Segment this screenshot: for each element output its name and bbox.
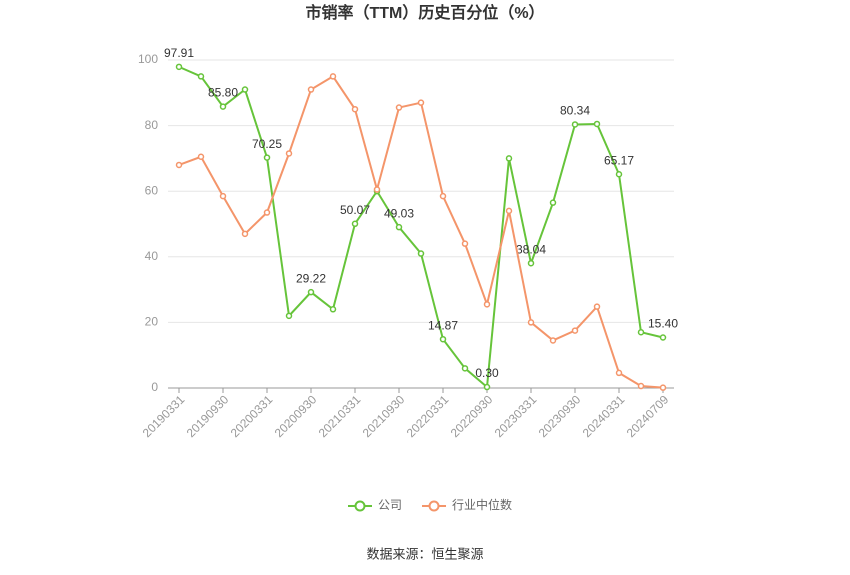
point [571,121,579,128]
data-label: 50.07 [340,203,370,217]
point [417,99,425,106]
point [615,170,623,178]
data-label: 15.40 [648,317,678,331]
point [527,319,535,326]
x-tick-label: 20210331 [316,392,364,440]
point [549,199,557,206]
point [637,382,645,390]
point [373,186,381,193]
legend-marker [428,500,440,512]
legend-marker [354,500,366,512]
point [637,328,645,336]
legend-label: 公司 [378,498,402,512]
point [571,327,579,334]
point [659,334,667,341]
point [263,209,271,216]
source: 数据来源：恒生聚源 [366,546,483,561]
data-label: 65.17 [604,153,634,167]
point [439,335,447,343]
point [593,303,601,310]
point [219,103,227,110]
point [439,192,447,200]
point [197,73,205,80]
data-label: 0.30 [475,366,499,380]
data-label: 70.25 [252,137,282,151]
point [461,240,469,247]
x-tick-label: 20200930 [272,392,320,440]
y-tick-label: 20 [145,315,159,329]
point [351,105,359,113]
x-tick-label: 20230930 [536,392,584,440]
point [505,207,513,215]
point [263,154,271,161]
point [527,259,535,267]
point [219,192,227,200]
y-tick-label: 100 [138,52,158,66]
data-label: 38.04 [516,242,546,256]
x-tick-label: 20240331 [580,392,628,440]
y-tick-label: 0 [151,380,158,394]
point [549,337,557,344]
x-tick-label: 20220331 [404,392,452,440]
point [417,250,425,257]
data-label: 80.34 [560,104,590,118]
point [615,369,623,377]
data-label: 14.87 [428,318,458,332]
point [329,306,337,313]
x-tick-label: 20190331 [140,392,188,440]
point [285,150,293,157]
point [483,383,491,391]
point [659,384,667,391]
x-tick-label: 20210930 [360,392,408,440]
point [285,312,293,320]
point [395,104,403,111]
point [197,153,205,161]
point [241,86,249,93]
point [329,73,337,80]
data-label: 85.80 [208,86,238,100]
point [351,220,359,228]
data-label: 97.91 [164,46,194,60]
point [241,230,249,238]
point [395,223,403,231]
x-tick-label: 20190930 [184,392,232,440]
data-label: 29.22 [296,271,326,285]
y-tick-label: 40 [145,249,159,263]
chart-title: 市销率（TTM）历史百分位（%） [305,3,544,22]
legend-label: 行业中位数 [452,497,512,512]
point [505,155,513,162]
point [175,63,183,71]
y-tick-label: 60 [145,183,159,197]
series-line [178,75,664,389]
point [593,120,601,128]
point [307,86,315,93]
x-tick-label: 20200331 [228,392,276,440]
point [175,161,183,169]
point [461,365,469,372]
data-label: 49.03 [384,206,414,220]
y-tick-label: 80 [145,118,159,132]
x-tick-label: 20240709 [624,392,672,440]
x-tick-label: 20230331 [492,392,540,440]
point [483,301,491,308]
point [307,288,315,296]
x-tick-label: 20220930 [448,392,496,440]
